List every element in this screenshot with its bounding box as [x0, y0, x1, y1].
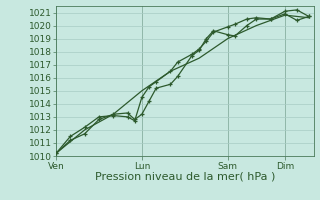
X-axis label: Pression niveau de la mer( hPa ): Pression niveau de la mer( hPa ) [95, 172, 275, 182]
